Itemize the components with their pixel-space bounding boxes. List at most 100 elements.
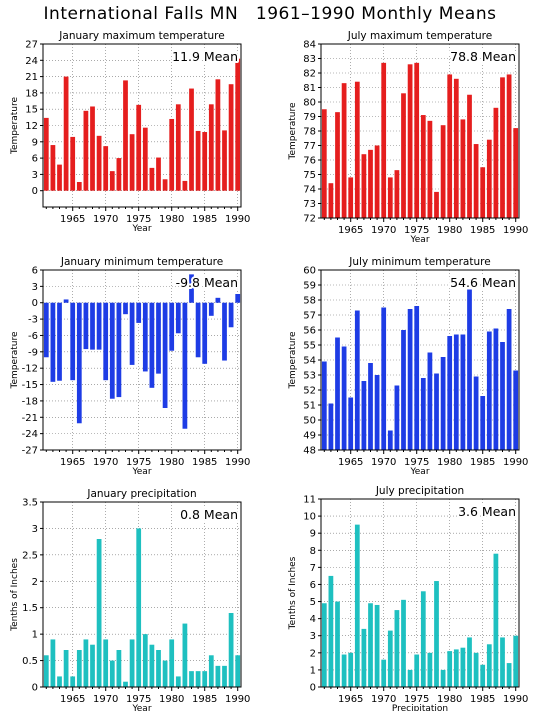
bar	[116, 158, 122, 191]
bar	[335, 337, 340, 450]
chart-title: July minimum temperature	[348, 256, 490, 268]
bar	[202, 302, 208, 364]
bar	[123, 80, 128, 191]
bar	[96, 135, 102, 191]
x-axis-label: Year	[131, 467, 151, 477]
y-tick-label: 53	[303, 371, 316, 382]
bar	[129, 134, 135, 191]
bar	[149, 167, 155, 191]
bar	[202, 132, 208, 191]
x-tick-label: 1965	[60, 694, 85, 705]
bar	[447, 74, 453, 218]
chart-title: January minimum temperature	[60, 256, 223, 268]
plot-frame	[42, 501, 242, 688]
bar	[136, 104, 142, 191]
y-tick-label: 18	[25, 88, 38, 99]
y-tick-label: 3.5	[22, 498, 38, 509]
x-tick-label: 1970	[371, 225, 396, 236]
bar	[480, 664, 486, 687]
bar	[348, 177, 354, 218]
bar	[70, 676, 76, 687]
y-tick-label: 9	[32, 137, 38, 148]
bar	[407, 669, 413, 687]
bar	[401, 93, 406, 218]
bar	[63, 650, 69, 687]
x-tick-label: 1990	[503, 225, 528, 236]
x-tick-label: 1985	[470, 225, 495, 236]
bar	[414, 62, 420, 218]
bar	[109, 171, 115, 191]
bar	[321, 109, 327, 218]
y-tick-label: 55	[303, 341, 316, 352]
bar	[50, 639, 56, 687]
bar	[368, 603, 373, 687]
y-tick-label: 81	[303, 83, 316, 94]
bar	[440, 357, 446, 450]
bar	[434, 373, 439, 450]
bar	[427, 652, 433, 687]
y-tick-label: 79	[303, 112, 316, 123]
bar	[434, 581, 439, 687]
bar	[182, 623, 188, 687]
bar	[473, 376, 479, 450]
bar	[374, 145, 380, 218]
bar	[341, 83, 347, 219]
bar	[195, 130, 201, 191]
y-tick-label: 83	[303, 54, 316, 65]
y-tick-label: 60	[303, 266, 316, 277]
bar	[394, 170, 400, 218]
x-tick-label: 1990	[503, 457, 528, 468]
bar	[368, 363, 373, 450]
y-tick-label: 72	[303, 214, 316, 225]
bar	[387, 630, 393, 687]
y-tick-label: 0.5	[22, 656, 38, 667]
bar	[76, 302, 82, 424]
mean-annotation: 78.8 Mean	[450, 49, 516, 64]
bar	[387, 177, 393, 218]
y-tick-label: 50	[303, 416, 316, 427]
y-tick-label: -21	[22, 413, 38, 424]
bar	[335, 601, 340, 687]
y-tick-label: 11	[303, 495, 316, 506]
x-tick-label: 1980	[437, 225, 462, 236]
bar	[493, 553, 499, 687]
bar	[420, 115, 426, 218]
bar	[460, 334, 466, 450]
bar	[156, 650, 161, 687]
bar	[129, 639, 135, 687]
y-tick-label: 6	[310, 580, 316, 591]
x-tick-label: 1985	[192, 214, 217, 225]
y-tick-label: 15	[25, 105, 38, 116]
y-tick-label: 21	[25, 72, 38, 83]
bar	[440, 669, 446, 687]
bar	[162, 179, 168, 191]
x-tick-label: 1975	[404, 225, 429, 236]
bar	[453, 334, 459, 450]
y-tick-label: -9	[28, 347, 38, 358]
y-tick-label: 84	[303, 40, 316, 51]
bar	[228, 302, 234, 328]
bar	[420, 378, 426, 450]
bar	[116, 302, 122, 398]
x-tick-label: 1965	[338, 694, 363, 705]
x-tick-label: 1990	[225, 214, 250, 225]
bar	[90, 644, 95, 687]
y-tick-label: -24	[22, 429, 38, 440]
bar	[381, 307, 387, 450]
bar	[195, 302, 201, 358]
y-tick-label: 51	[303, 401, 316, 412]
bar	[63, 76, 69, 191]
bar	[401, 330, 406, 450]
bar	[195, 671, 201, 687]
bar	[222, 130, 227, 191]
y-tick-label: 24	[25, 56, 38, 67]
y-axis-label: Temperature	[10, 97, 20, 155]
bar	[348, 397, 354, 450]
x-axis-label: Year	[131, 704, 151, 711]
bar	[63, 299, 69, 303]
chart-title: January precipitation	[86, 488, 196, 500]
bar	[169, 639, 175, 687]
y-tick-label: 27	[25, 40, 38, 51]
bar	[136, 528, 142, 687]
